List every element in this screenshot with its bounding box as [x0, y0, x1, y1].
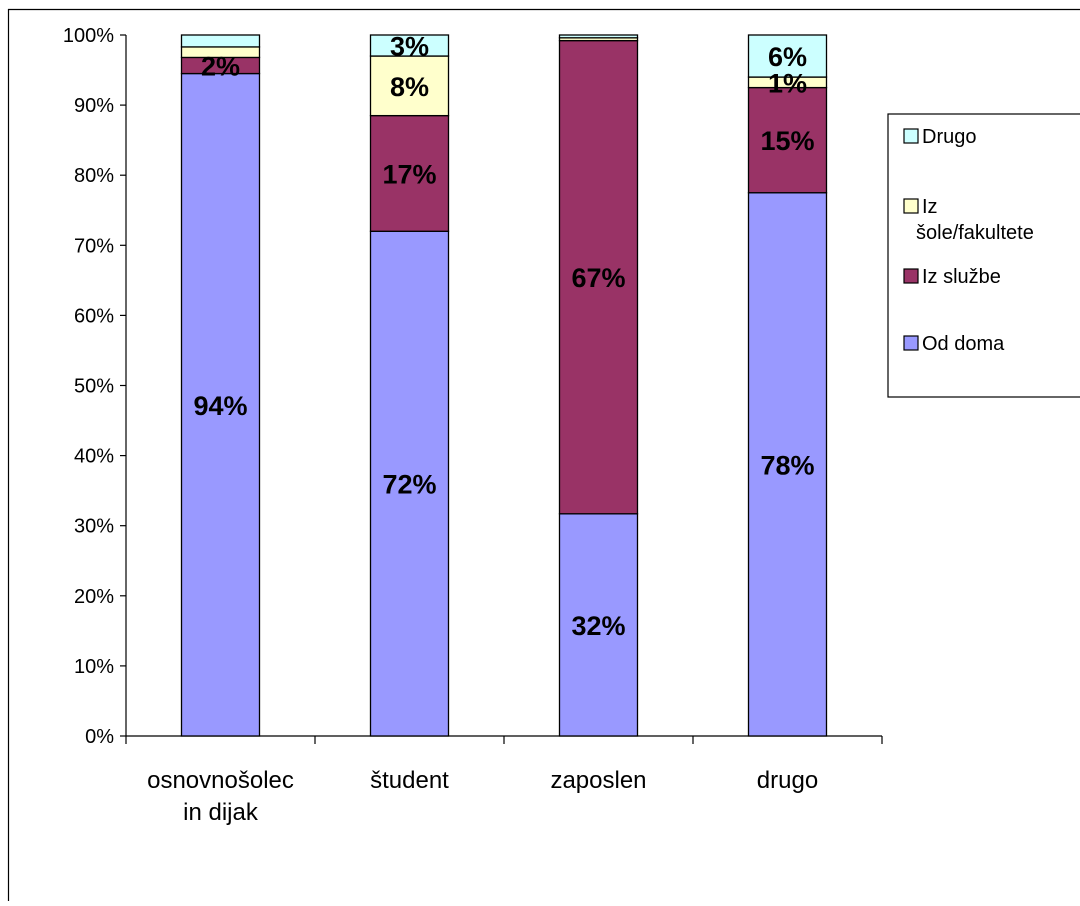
bar-segment: [180, 34, 261, 48]
x-tick-label: zaposlen: [550, 767, 646, 794]
bar-segment: [747, 34, 828, 78]
x-tick-label: študent: [370, 767, 449, 794]
legend-swatch: [903, 128, 919, 144]
x-tick-label: drugo: [757, 767, 818, 794]
x-tick-label: osnovnošolec in dijak: [147, 767, 294, 826]
bar-segment: [558, 39, 639, 515]
data-label: 32%: [571, 611, 625, 641]
y-tick-label: 30%: [74, 516, 114, 538]
y-tick-label: 20%: [74, 586, 114, 608]
y-tick-label: 60%: [74, 305, 114, 327]
data-label: 67%: [571, 263, 625, 293]
data-label: 6%: [768, 42, 807, 72]
bars: [180, 34, 828, 737]
data-label: 15%: [760, 126, 814, 156]
data-label: 1%: [768, 68, 807, 98]
y-tick-label: 80%: [74, 165, 114, 187]
y-tick-label: 40%: [74, 446, 114, 468]
data-label: 78%: [760, 450, 814, 480]
data-label: 2%: [201, 51, 240, 81]
y-tick-label: 70%: [74, 235, 114, 257]
bar-segment: [180, 72, 261, 737]
bar-segment: [558, 34, 639, 39]
bar-segment: [747, 192, 828, 737]
legend-entry-label: Iz šole/fakultete: [916, 196, 1034, 244]
bar-segment: [369, 230, 450, 737]
legend-entry-label: Iz službe: [922, 266, 1001, 288]
data-label: 3%: [390, 32, 429, 62]
data-label: 72%: [382, 470, 436, 500]
data-labels: 94% 2% 72% 17% 8% 3% 32% 67% 78% 15% 1%6%: [193, 32, 814, 641]
y-tick-label: 90%: [74, 95, 114, 117]
legend-entry-label: Drugo: [922, 126, 976, 148]
y-tick-label: 100%: [63, 25, 114, 47]
y-tick-label: 10%: [74, 656, 114, 678]
data-label: 8%: [390, 72, 429, 102]
bar-segment: [747, 86, 828, 194]
bar-segment: [369, 34, 450, 57]
bar-segment: [369, 55, 450, 117]
legend: Drugo Iz šole/fakultete Iz službe Od doma: [887, 113, 1080, 398]
legend-swatch: [903, 198, 919, 214]
y-tick-label: 0%: [85, 726, 114, 748]
y-tick-label: 50%: [74, 376, 114, 398]
x-tick-labels: osnovnošolec in dijak študent zaposlen drugo: [147, 767, 818, 826]
bar-segment: [558, 513, 639, 737]
data-label: 94%: [193, 391, 247, 421]
data-label: 17%: [382, 159, 436, 189]
axes: 0% 10% 20% 30% 40% 50% 60% 70% 80% 90% 100%: [7, 8, 1080, 901]
bar-segment: [369, 114, 450, 232]
legend-entry-label: Od doma: [922, 333, 1005, 355]
legend-swatch: [903, 268, 919, 284]
legend-box: [887, 113, 1080, 398]
legend-swatch: [903, 335, 919, 351]
